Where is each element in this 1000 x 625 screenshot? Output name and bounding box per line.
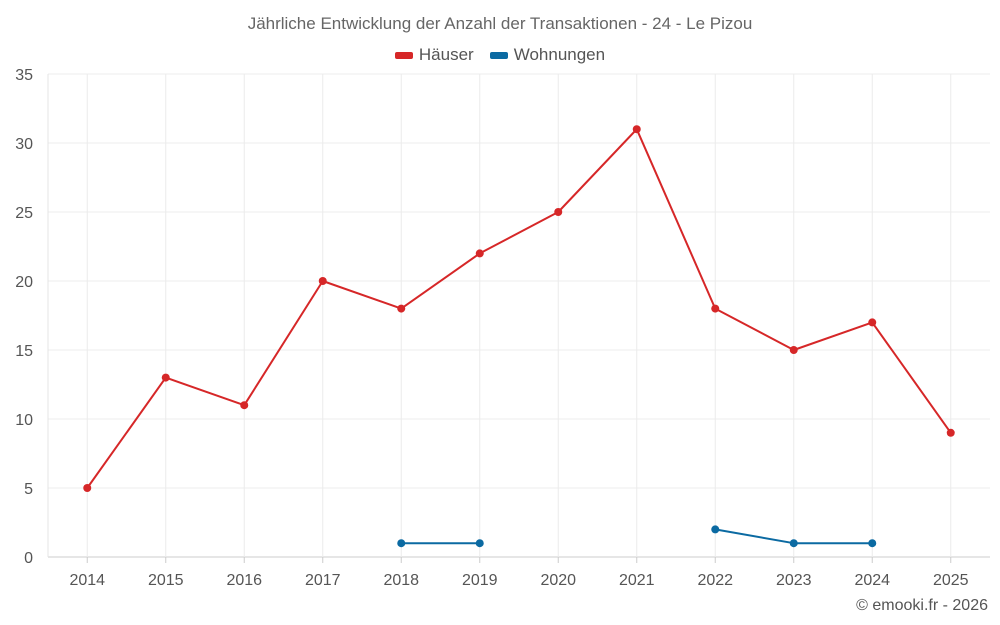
data-point-wohnungen [711, 525, 720, 534]
series-line-haeuser [86, 128, 952, 489]
data-point-haeuser [83, 484, 92, 492]
x-tick-label: 2024 [854, 572, 890, 589]
legend: Häuser Wohnungen [0, 45, 1000, 65]
x-tick-label: 2017 [305, 572, 341, 589]
data-point-haeuser [161, 373, 170, 382]
data-point-wohnungen [868, 539, 877, 548]
y-tick-label: 20 [15, 274, 33, 291]
data-point-haeuser [789, 346, 798, 354]
data-point-haeuser [946, 428, 955, 437]
y-tick-label: 25 [15, 205, 33, 222]
x-tick-label: 2025 [933, 572, 969, 589]
data-point-haeuser [397, 304, 406, 313]
x-tick-label: 2022 [697, 572, 733, 589]
y-tick-label: 35 [15, 67, 33, 84]
data-point-haeuser [318, 277, 327, 285]
x-tick-label: 2018 [383, 572, 419, 589]
legend-item-haeuser[interactable]: Häuser [394, 45, 474, 65]
data-point-haeuser [475, 249, 484, 258]
y-tick-label: 0 [24, 550, 33, 567]
data-point-wohnungen [397, 539, 406, 548]
data-point-wohnungen [789, 539, 798, 548]
legend-label-wohnungen: Wohnungen [513, 45, 606, 64]
legend-swatch-haeuser [394, 51, 413, 59]
legend-label-haeuser: Häuser [418, 45, 474, 64]
x-tick-label: 2023 [776, 572, 812, 589]
legend-item-wohnungen[interactable]: Wohnungen [489, 45, 606, 65]
data-point-haeuser [554, 208, 563, 216]
x-tick-label: 2019 [462, 572, 498, 589]
chart-title: Jährliche Entwicklung der Anzahl der Tra… [247, 14, 753, 33]
credit-text: © emooki.fr - 2026 [856, 597, 988, 614]
data-point-haeuser [711, 304, 720, 313]
y-tick-label: 30 [15, 136, 33, 153]
x-tick-label: 2015 [148, 572, 184, 589]
x-tick-label: 2014 [69, 572, 105, 589]
x-tick-label: 2016 [226, 572, 262, 589]
y-tick-label: 10 [15, 412, 33, 429]
legend-swatch-wohnungen [489, 51, 508, 59]
data-point-haeuser [632, 125, 641, 134]
data-point-haeuser [868, 318, 877, 327]
data-point-wohnungen [475, 539, 484, 548]
x-tick-label: 2021 [619, 572, 655, 589]
y-tick-label: 15 [15, 343, 33, 360]
y-tick-label: 5 [24, 481, 33, 498]
data-point-haeuser [240, 401, 249, 410]
x-tick-label: 2020 [540, 572, 576, 589]
